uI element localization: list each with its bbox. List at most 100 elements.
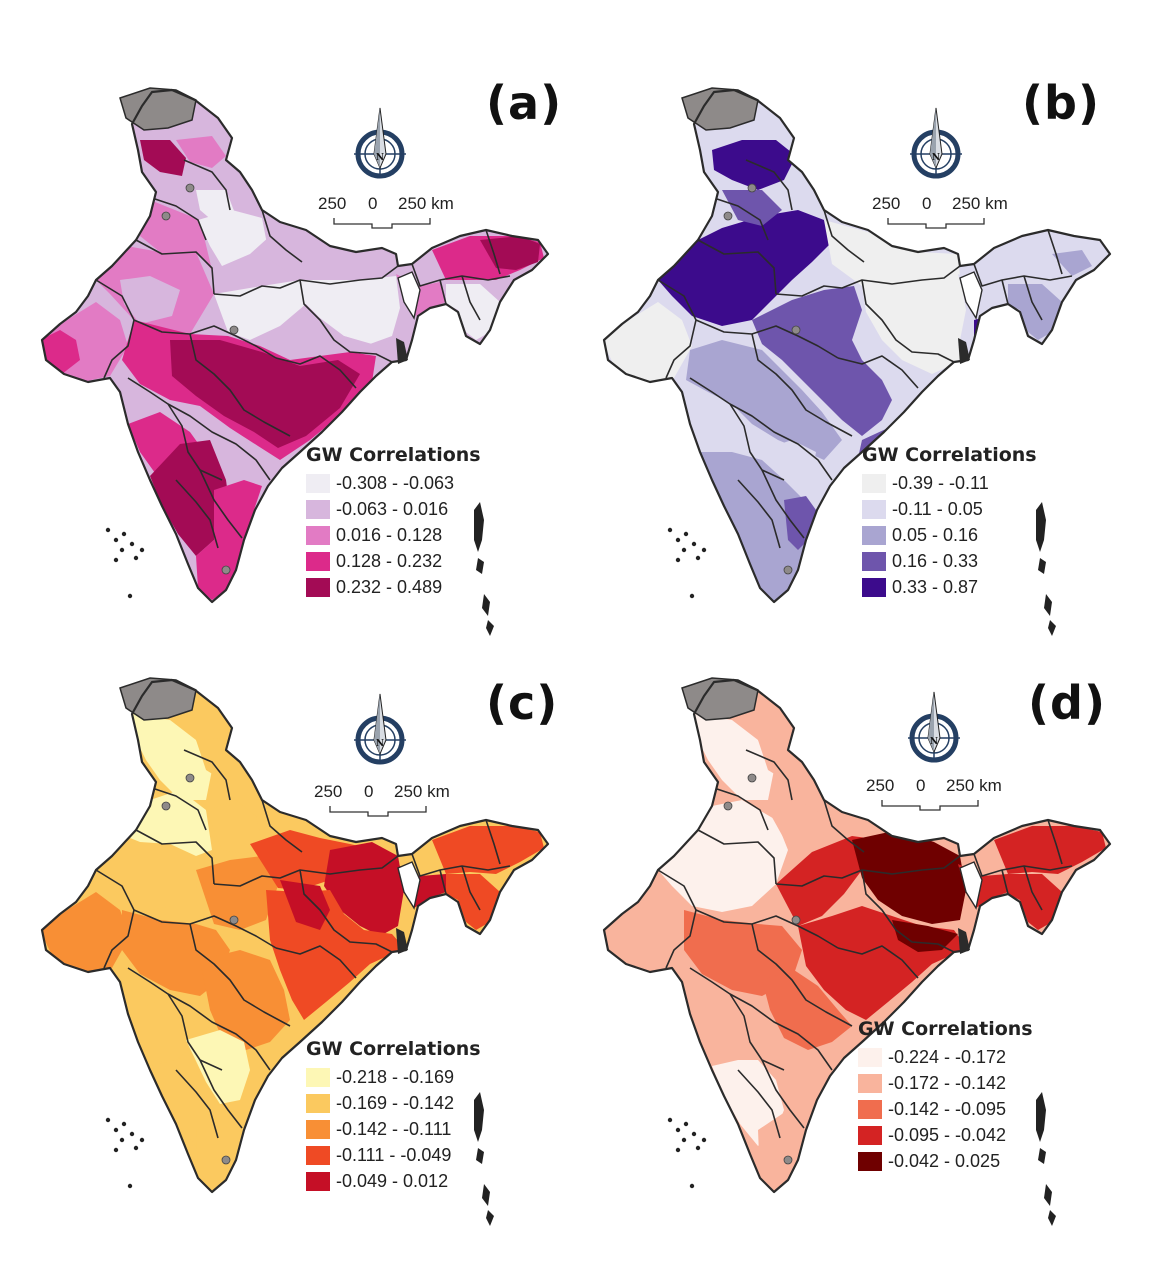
correlation-region [892, 920, 958, 952]
correlation-region [1008, 874, 1062, 930]
correlation-region [42, 892, 130, 972]
correlation-region [658, 800, 788, 912]
legend-item: -0.142 - -0.111 [306, 1116, 481, 1142]
legend-item: -0.11 - 0.05 [862, 496, 1037, 522]
legend-label: -0.049 - 0.012 [336, 1170, 449, 1191]
legend-label: 0.232 - 0.489 [336, 576, 443, 597]
scale-bar-graphic [329, 806, 427, 817]
legend-label: -0.142 - -0.095 [888, 1098, 1007, 1119]
legend-swatch [306, 1093, 330, 1113]
correlation-region [994, 826, 1106, 874]
legend-swatch [862, 577, 886, 597]
panel-label-a: (a) [486, 76, 563, 130]
legend-item: -0.063 - 0.016 [306, 496, 481, 522]
correlation-region [712, 1060, 784, 1146]
correlation-region [658, 210, 834, 326]
legend-a: GW Correlations -0.308 - -0.063 -0.063 - 0… [306, 444, 481, 600]
legend-swatch [862, 499, 886, 519]
legend-item: -0.111 - -0.049 [306, 1142, 481, 1168]
legend-swatch [306, 577, 330, 597]
scale-label-left: 250 [872, 194, 901, 213]
correlation-region [712, 140, 796, 190]
scale-label-mid: 0 [922, 194, 932, 213]
legend-swatch [862, 525, 886, 545]
north-arrow-icon: N [354, 693, 406, 765]
scale-bar-graphic [333, 218, 431, 229]
legend-swatch [858, 1047, 882, 1067]
india-map-c [40, 677, 550, 1226]
scale-label-mid: 0 [364, 782, 374, 801]
legend-label: 0.16 - 0.33 [892, 550, 979, 571]
correlation-region [762, 440, 816, 480]
correlation-region [150, 440, 230, 556]
legend-swatch [858, 1099, 882, 1119]
legend-item: -0.39 - -0.11 [862, 470, 1037, 496]
legend-swatch [306, 1145, 330, 1165]
scale-label-right: 250 km [946, 776, 1002, 795]
correlation-region [862, 276, 968, 374]
legend-label: 0.05 - 0.16 [892, 524, 979, 545]
legend-swatch [858, 1125, 882, 1145]
correlation-region [300, 276, 400, 344]
correlation-region [604, 892, 692, 972]
svg-text:N: N [376, 739, 384, 749]
correlation-region [768, 800, 824, 854]
legend-item: -0.042 - 0.025 [858, 1148, 1033, 1174]
panel-label-b: (b) [1022, 76, 1100, 130]
map-panel-c: (c) N 250 0 250 km GW Correlations -0.218 -… [0, 630, 587, 1250]
correlation-region [140, 140, 186, 176]
legend-label: -0.172 - -0.142 [888, 1072, 1007, 1093]
correlation-region [604, 302, 692, 382]
legend-item: -0.142 - -0.095 [858, 1096, 1033, 1122]
correlation-region [762, 970, 852, 1050]
correlation-region [96, 826, 200, 912]
correlation-region [280, 880, 330, 930]
correlation-region [176, 136, 226, 168]
legend-label: -0.308 - -0.063 [336, 472, 455, 493]
svg-text:N: N [932, 153, 940, 163]
north-arrow-icon: N [910, 107, 962, 179]
scale-label-mid: 0 [916, 776, 926, 795]
legend-item: 0.232 - 0.489 [306, 574, 481, 600]
legend-label: -0.111 - -0.049 [336, 1144, 452, 1165]
legend-swatch [306, 1067, 330, 1087]
correlation-region [684, 910, 802, 996]
correlation-region [824, 220, 960, 290]
scale-label-mid: 0 [368, 194, 378, 213]
legend-label: -0.095 - -0.042 [888, 1124, 1007, 1145]
correlation-region [120, 276, 180, 324]
legend-c: GW Correlations -0.218 - -0.169 -0.169 - -… [306, 1038, 481, 1194]
legend-d: GW Correlations -0.224 - -0.172 -0.172 - -… [858, 1018, 1033, 1174]
legend-label: -0.042 - 0.025 [888, 1150, 1001, 1171]
scale-bar-graphic [881, 800, 979, 811]
correlation-region [480, 236, 540, 270]
correlation-region [722, 190, 782, 226]
correlation-region [170, 340, 360, 448]
legend-swatch [306, 1119, 330, 1139]
correlation-region [262, 218, 398, 284]
legend-item: 0.33 - 0.87 [862, 574, 1037, 600]
correlation-region [446, 874, 500, 930]
scale-bar-graphic [887, 218, 985, 229]
legend-label: -0.11 - 0.05 [892, 498, 983, 519]
map-panel-d: (d) N 250 0 250 km GW Correlations -0.224 -… [562, 630, 1149, 1250]
map-panel-a: (a) N 250 0 250 km GW Correlations -0.308 -… [0, 40, 587, 660]
correlation-region [196, 1110, 246, 1192]
scale-bar-a: 250 0 250 km [318, 194, 478, 234]
india-map-a [40, 87, 550, 636]
correlation-region [758, 1110, 808, 1192]
correlation-region [852, 830, 966, 924]
scale-label-right: 250 km [398, 194, 454, 213]
legend-label: -0.218 - -0.169 [336, 1066, 455, 1087]
legend-title: GW Correlations [306, 444, 481, 466]
scale-label-right: 250 km [394, 782, 450, 801]
correlation-region [140, 200, 212, 270]
legend-title: GW Correlations [306, 1038, 481, 1060]
scale-label-left: 250 [314, 782, 343, 801]
scale-bar-c: 250 0 250 km [314, 782, 474, 822]
legend-item: 0.016 - 0.128 [306, 522, 481, 548]
north-arrow-icon: N [908, 691, 960, 763]
legend-item: -0.218 - -0.169 [306, 1064, 481, 1090]
map-panel-b: (b) N 250 0 250 km GW Correlations -0.39 - … [562, 40, 1149, 660]
india-map-d [602, 677, 1112, 1226]
